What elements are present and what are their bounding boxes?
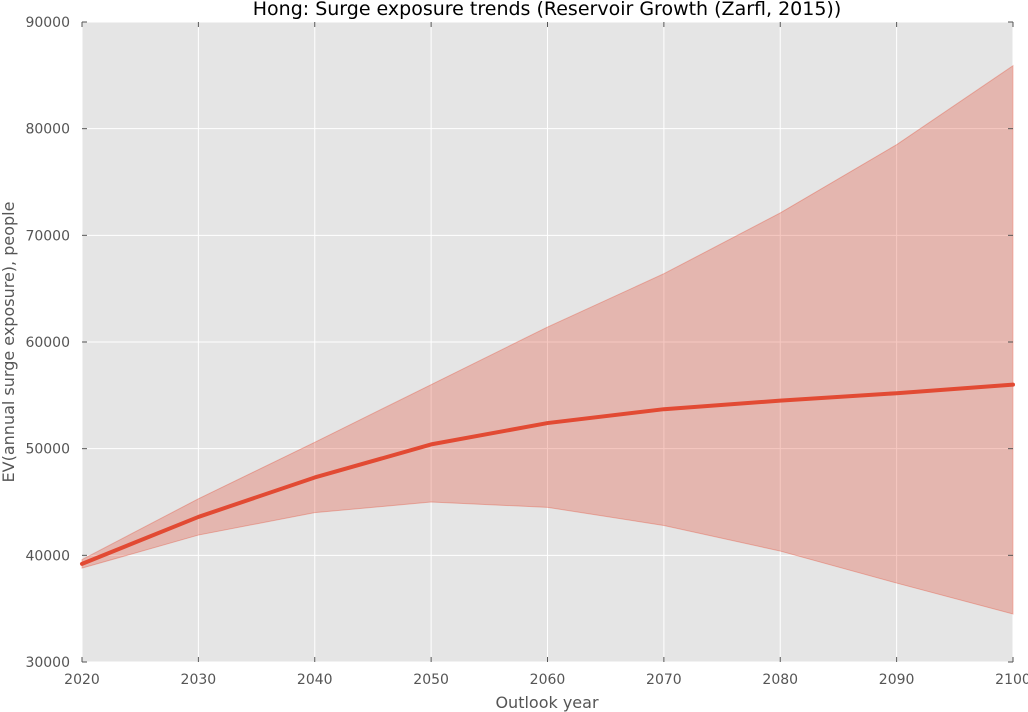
y-tick-label: 60000 — [25, 335, 70, 351]
x-tick-label: 2020 — [64, 672, 100, 688]
y-tick-label: 40000 — [25, 548, 70, 564]
y-tick-label: 90000 — [25, 15, 70, 31]
x-tick-label: 2060 — [530, 672, 566, 688]
y-tick-label: 80000 — [25, 122, 70, 138]
y-tick-label: 70000 — [25, 228, 70, 244]
series-line-layer — [80, 382, 1015, 566]
x-tick-label: 2070 — [646, 672, 682, 688]
x-tick-label: 2040 — [297, 672, 333, 688]
x-tick-label: 2100 — [995, 672, 1028, 688]
x-axis-label: Outlook year — [495, 693, 599, 712]
y-axis-label: EV(annual surge exposure), people — [0, 202, 18, 483]
x-tick-label: 2030 — [181, 672, 217, 688]
x-tick-label: 2090 — [879, 672, 915, 688]
x-tick-label: 2050 — [413, 672, 449, 688]
axis-ticks: 2020 2030 2040 2050 2060 2070 2080 2090 2100 3000… — [25, 15, 1028, 688]
x-tick-label: 2080 — [762, 672, 798, 688]
chart-title: Hong: Surge exposure trends (Reservoir G… — [253, 0, 842, 20]
y-tick-label: 30000 — [25, 655, 70, 671]
y-tick-label: 50000 — [25, 442, 70, 458]
